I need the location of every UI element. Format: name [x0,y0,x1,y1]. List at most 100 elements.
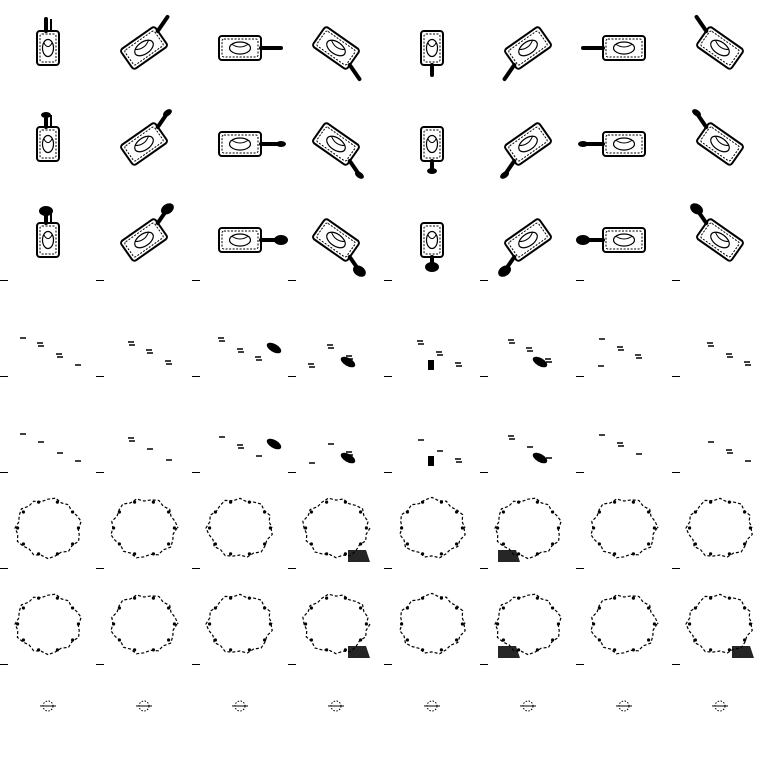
sprite-frame-art [312,26,362,82]
frame-separator-tick [672,472,680,473]
sprite-frame-idle-west [576,0,672,96]
sprite-frame-art [312,122,364,179]
sprite-frame-art [110,594,179,655]
frame-separator-tick [480,280,488,281]
frame-separator-tick [0,664,8,665]
sprite-frame-fade-south-west [672,672,768,768]
sprite-frame-art [136,700,152,712]
frame-separator-tick [672,568,680,569]
sprite-frame-steam-2-south [0,384,96,480]
sprite-frame-lift-north-east [288,96,384,192]
sprite-frame-art [712,700,728,712]
sprite-frame-fade-north-west [480,672,576,768]
frame-separator-tick [192,568,200,569]
sprite-frame-flip-west [576,192,672,288]
sprite-frame-art [520,700,536,712]
sprite-frame-art [120,109,172,166]
sprite-frame-lift-west [576,96,672,192]
sprite-frame-art [120,203,174,262]
sprite-frame-steam-2-north-west [480,384,576,480]
sprite-frame-art [508,339,552,368]
frame-separator-tick [288,280,296,281]
frame-separator-tick [192,472,200,473]
frame-separator-tick [192,280,200,281]
sprite-frame-art [707,342,751,366]
sprite-frame-art [598,338,642,367]
sprite-frame-flip-south-east [96,192,192,288]
frame-separator-tick [96,664,104,665]
sprite-frame-art [590,594,659,655]
frame-separator-tick [192,376,200,377]
frame-separator-tick [480,472,488,473]
sprite-frame-art [502,26,552,82]
sprite-frame-art [308,344,356,368]
sprite-frame-smoke-2-west [576,576,672,672]
sprite-frame-smoke-1-north-east [288,480,384,576]
sprite-frame-art [128,437,172,461]
sprite-frame-smoke-1-south [0,480,96,576]
frame-separator-tick [288,568,296,569]
frame-separator-tick [672,280,680,281]
frame-separator-tick [288,472,296,473]
frame-separator-tick [384,280,392,281]
frame-separator-tick [288,376,296,377]
frame-separator-tick [576,664,584,665]
sprite-frame-smoke-1-north [384,480,480,576]
frame-separator-tick [384,376,392,377]
sprite-frame-fade-west [576,672,672,768]
sprite-frame-art [417,340,462,370]
sprite-frame-art [218,337,282,361]
sprite-frame-fade-south-east [96,672,192,768]
sprite-frame-art [312,218,366,277]
frame-separator-tick [480,376,488,377]
sprite-frame-art [14,497,82,560]
sprite-frame-art [219,436,282,457]
sprite-frame-art [302,497,371,562]
sprite-frame-steam-2-south-west [672,384,768,480]
sprite-frame-smoke-2-north [384,576,480,672]
sprite-frame-steam-1-north-east [288,288,384,384]
sprite-frame-steam-1-south-west [672,288,768,384]
sprite-frame-smoke-1-north-west [480,480,576,576]
sprite-frame-smoke-1-south-west [672,480,768,576]
sprite-frame-art [690,203,744,262]
sprite-frame-art [424,700,440,712]
sprite-frame-art [110,498,179,559]
sprite-frame-smoke-2-north-east [288,576,384,672]
frame-separator-tick [384,664,392,665]
sprite-frame-art [40,700,56,712]
sprite-frame-art [218,35,283,61]
sprite-frame-art [36,112,60,162]
frame-separator-tick [96,280,104,281]
sprite-frame-art [420,126,444,174]
sprite-frame-steam-2-north [384,384,480,480]
sprite-frame-lift-east [192,96,288,192]
sprite-frame-art [578,131,646,157]
sprite-frame-lift-south-west [672,96,768,192]
sprite-frame-steam-2-north-east [288,384,384,480]
sprite-frame-art [599,434,642,455]
frame-separator-tick [672,664,680,665]
sprite-frame-art [205,497,273,558]
sprite-frame-flip-north [384,192,480,288]
sprite-frame-art [420,30,444,77]
sprite-frame-art [36,17,60,66]
sprite-frame-art [616,700,632,712]
sprite-frame-art [14,593,82,656]
sprite-frame-art [309,443,356,464]
frame-separator-tick [288,664,296,665]
frame-separator-tick [672,376,680,377]
sprite-frame-art [205,593,273,654]
sprite-frame-art [576,227,646,253]
sprite-frame-idle-south-west [672,0,768,96]
sprite-frame-art [708,441,751,462]
frame-separator-tick [576,472,584,473]
sprite-frame-steam-1-east [192,288,288,384]
sprite-frame-art [494,593,562,658]
sprite-frame-art [128,341,172,365]
sprite-frame-flip-south-west [672,192,768,288]
frame-separator-tick [576,376,584,377]
sprite-frame-steam-2-west [576,384,672,480]
sprite-frame-art [590,498,659,559]
sprite-frame-flip-north-east [288,192,384,288]
